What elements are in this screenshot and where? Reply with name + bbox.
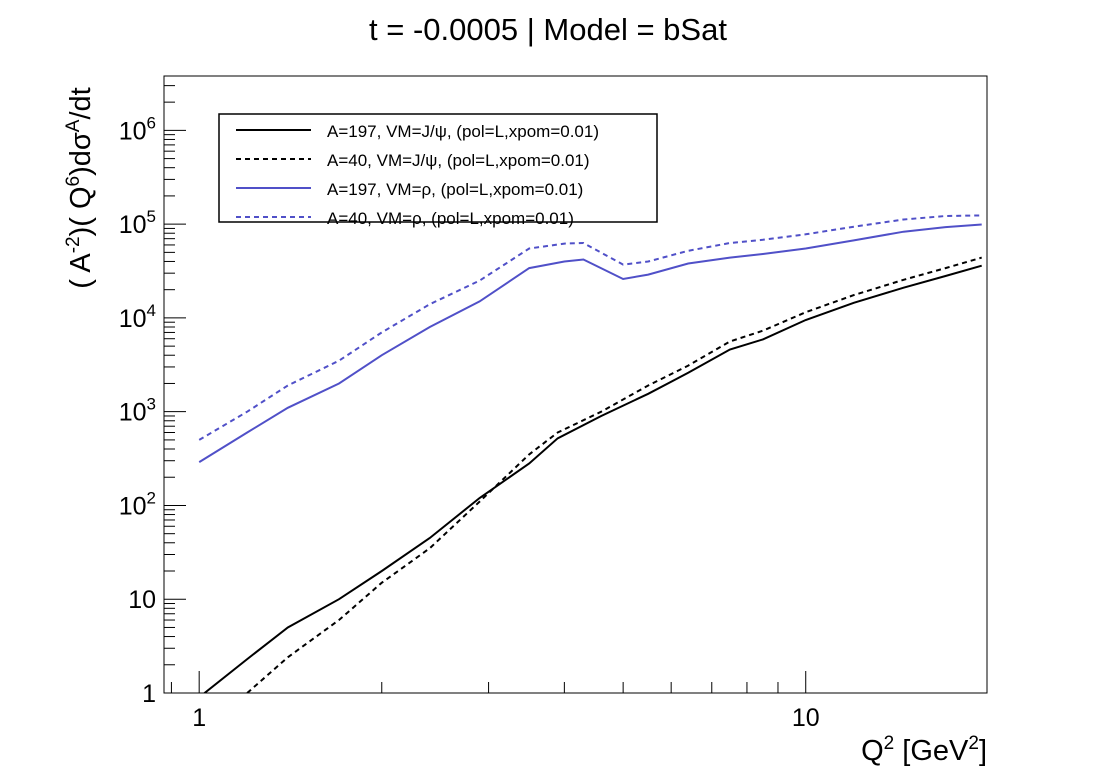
x-label-main: Q — [861, 735, 884, 767]
legend: A=197, VM=J/ψ, (pol=L,xpom=0.01) A=40, VM… — [218, 113, 658, 228]
plot-frame — [163, 75, 988, 694]
y-tick-exponent: 2 — [147, 488, 156, 507]
y-tick-label: 102 — [119, 488, 156, 520]
series-layer — [198, 214, 982, 693]
legend-label-4: A=40, VM=ρ, (pol=L,xpom=0.01) — [327, 209, 574, 228]
y-tick-base: 10 — [128, 586, 156, 614]
y-tick-label: 105 — [119, 207, 156, 239]
x-label-close: ] — [979, 735, 987, 767]
y-tick-label: 104 — [119, 301, 156, 333]
series-line-4 — [198, 214, 982, 441]
y-tick-exponent: 6 — [147, 113, 156, 132]
legend-label-3: A=197, VM=ρ, (pol=L,xpom=0.01) — [327, 180, 583, 199]
y-label-part-2: )( Q — [65, 186, 97, 236]
y-tick-exponent: 4 — [147, 301, 156, 320]
y-tick-base: 10 — [119, 117, 147, 145]
y-tick-base: 10 — [119, 305, 147, 333]
y-tick-exponent: 3 — [147, 395, 156, 414]
y-label-sup-2: 6 — [63, 176, 84, 187]
y-tick-label: 106 — [119, 113, 156, 145]
series-line-2 — [246, 256, 982, 693]
y-axis-label: ( A-2)( Q6)dσA/dt — [63, 87, 97, 289]
series-line-1 — [202, 264, 982, 693]
y-tick-base: 1 — [142, 680, 156, 708]
legend-box — [218, 113, 658, 223]
x-tick-label: 1 — [192, 704, 206, 732]
y-tick-exponent: 5 — [147, 207, 156, 226]
x-label-unit-sup: 2 — [968, 733, 979, 754]
x-axis-label: Q2 [GeV2] — [861, 733, 987, 767]
x-label-unit: [GeV — [894, 735, 969, 767]
y-label-part-4: /dt — [65, 87, 97, 119]
x-tick-label: 10 — [792, 704, 820, 732]
y-tick-label: 103 — [119, 395, 156, 427]
x-label-sup: 2 — [884, 733, 895, 754]
y-tick-label: 1 — [142, 680, 156, 708]
y-tick-base: 10 — [119, 492, 147, 520]
y-label-part-1: ( A — [65, 253, 97, 289]
chart-title: t = -0.0005 | Model = bSat — [369, 12, 727, 47]
legend-label-2: A=40, VM=J/ψ, (pol=L,xpom=0.01) — [327, 151, 590, 170]
y-tick-base: 10 — [119, 399, 147, 427]
y-tick-label: 10 — [128, 586, 156, 614]
y-label-sup-3: A — [63, 119, 84, 132]
y-label-part-3: )dσ — [65, 132, 97, 176]
legend-label-1: A=197, VM=J/ψ, (pol=L,xpom=0.01) — [327, 122, 599, 141]
y-tick-base: 10 — [119, 211, 147, 239]
series-line-3 — [198, 223, 982, 463]
y-label-sup-1: -2 — [63, 236, 84, 253]
